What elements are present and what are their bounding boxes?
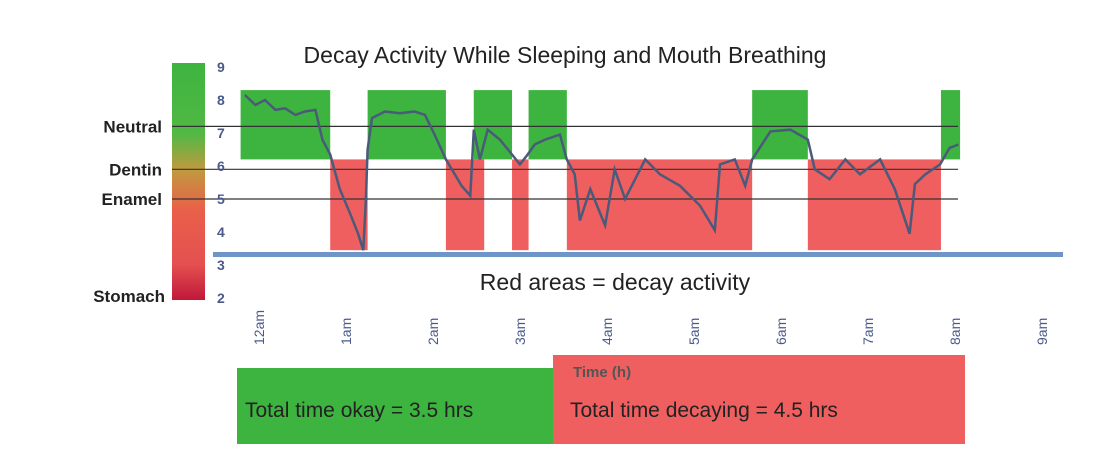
x-tick-label: 4am (599, 318, 615, 345)
x-tick-label: 9am (1034, 318, 1050, 345)
y-tick-label: 8 (217, 92, 225, 108)
okay-summary-text: Total time okay = 3.5 hrs (245, 399, 473, 422)
x-tick-label: 7am (860, 318, 876, 345)
ph-series-line (244, 94, 959, 251)
okay-summary-box (237, 368, 553, 444)
decay-period-block (807, 159, 941, 251)
decay-period-block (445, 159, 485, 251)
okay-period-block (240, 90, 331, 160)
y-tick-label: 6 (217, 158, 225, 174)
x-tick-label: 3am (512, 318, 528, 345)
decay-summary-text: Total time decaying = 4.5 hrs (570, 399, 838, 422)
okay-period-block (752, 90, 808, 160)
x-tick-label: 12am (251, 310, 267, 345)
reference-label-neutral: Neutral (103, 117, 162, 136)
x-tick-label: 6am (773, 318, 789, 345)
x-axis-label: Time (h) (573, 364, 631, 381)
y-tick-label: 7 (217, 125, 225, 141)
y-tick-label: 9 (217, 59, 225, 75)
y-tick-label: 5 (217, 191, 225, 207)
baseline-bar (213, 252, 1063, 257)
x-tick-label: 8am (947, 318, 963, 345)
ph-color-scale (172, 63, 205, 300)
y-tick-label: 4 (217, 224, 225, 240)
decay-summary-box (553, 355, 965, 444)
y-tick-label: 3 (217, 257, 225, 273)
reference-label-enamel: Enamel (102, 190, 162, 209)
x-tick-label: 1am (338, 318, 354, 345)
reference-label-dentin: Dentin (109, 160, 162, 179)
okay-period-block (940, 90, 961, 160)
chart-title: Decay Activity While Sleeping and Mouth … (304, 42, 827, 68)
label-stomach: Stomach (93, 287, 165, 306)
x-tick-label: 5am (686, 318, 702, 345)
okay-period-block (528, 90, 567, 160)
x-tick-label: 2am (425, 318, 441, 345)
annotation-text: Red areas = decay activity (480, 269, 751, 295)
decay-period-block (512, 159, 529, 251)
okay-period-block (367, 90, 446, 160)
y-tick-label: 2 (217, 290, 225, 306)
